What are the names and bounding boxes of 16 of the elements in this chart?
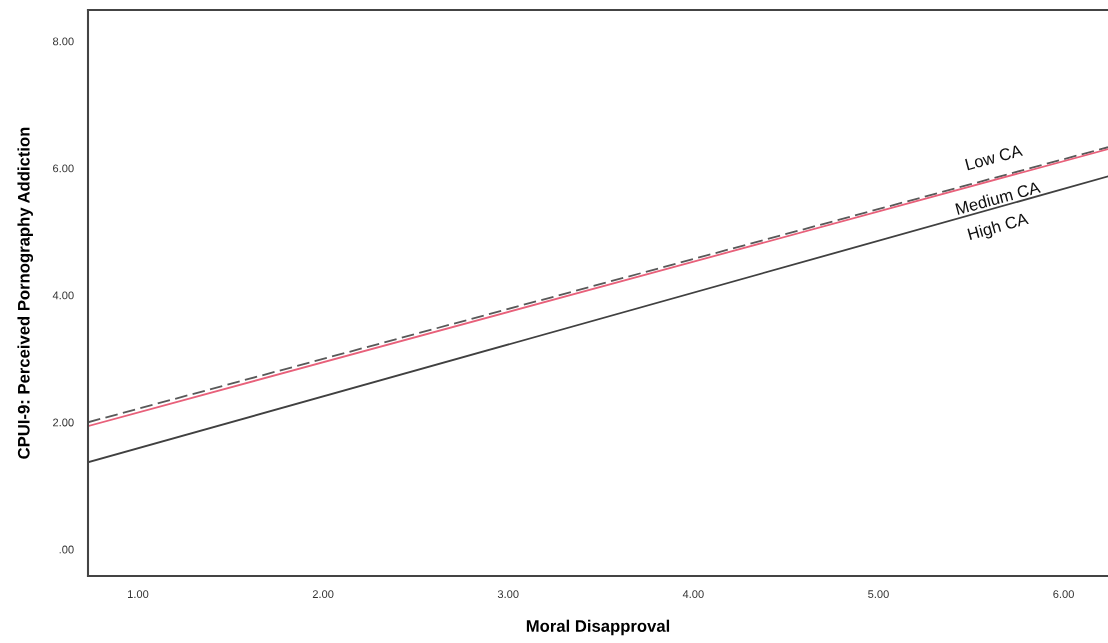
x-tick-label: 5.00 [868,590,889,599]
x-tick-label: 3.00 [497,590,519,599]
y-axis-title: CPUI-9: Perceived Pornography Addiction [17,127,34,459]
x-tick-label: 4.00 [682,590,704,599]
x-tick-label: 6.00 [1053,590,1074,599]
y-tick-label: 8.00 [52,37,74,46]
x-tick-label: 2.00 [312,590,334,599]
y-tick-label: .00 [59,545,74,554]
text: Medium CA [955,180,1041,215]
text: High CA [967,212,1030,244]
y-tick-label: 4.00 [52,291,74,300]
x-axis-title: Moral Disapproval [526,619,670,636]
y-tick-label: 6.00 [53,164,74,173]
text: Low CA [965,144,1024,171]
x-tick-label: 1.00 [128,590,149,599]
y-tick-label: 2.00 [53,418,74,427]
